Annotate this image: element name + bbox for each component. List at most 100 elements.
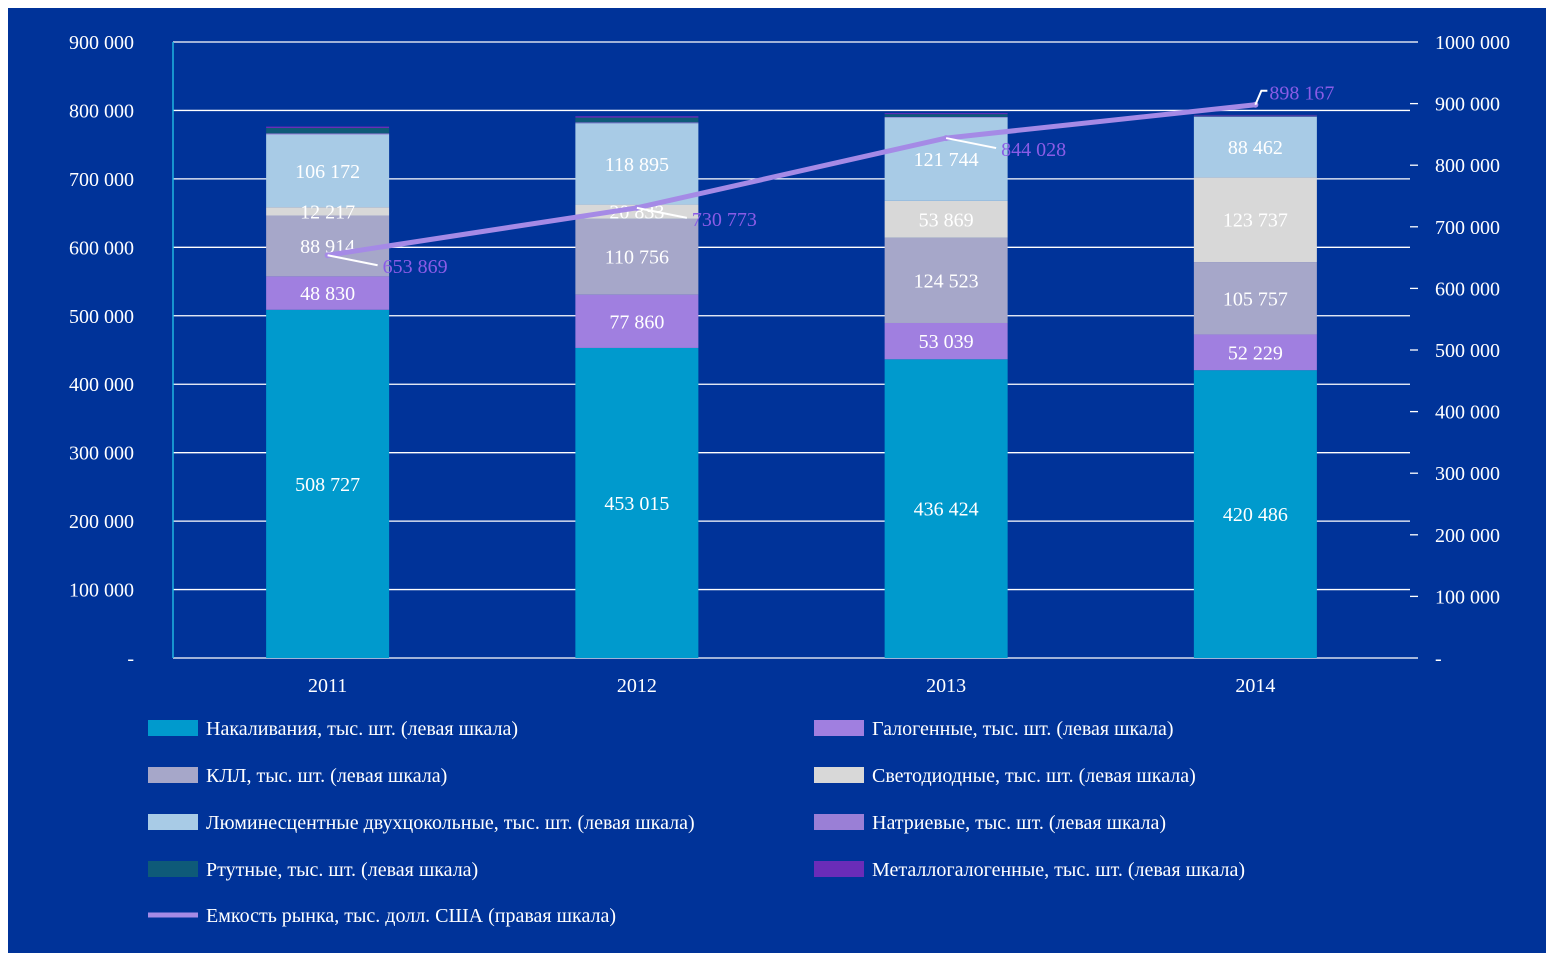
bar-segment	[1193, 114, 1317, 116]
legend-swatch	[814, 720, 864, 736]
left-tick-label: 100 000	[69, 580, 134, 602]
bar-segment	[266, 276, 390, 310]
bar-segment	[575, 117, 699, 123]
bar-segment	[266, 127, 390, 134]
bar-value-label: 124 523	[914, 270, 979, 292]
bar-value-label: 508 727	[295, 474, 360, 496]
line-label-leader	[636, 206, 688, 219]
bar-value-label: 53 869	[919, 209, 974, 231]
left-tick-label: 400 000	[69, 374, 134, 396]
legend-label: Накаливания, тыс. шт. (левая шкала)	[206, 718, 518, 740]
bar-segment	[1193, 334, 1317, 371]
bar-segment	[884, 237, 1008, 323]
chart-svg: - 100 000 200 000 300 000 400 000 500 000 600 …	[69, 32, 1510, 927]
bar-value-label: 88 462	[1228, 137, 1283, 159]
legend-label: Натриевые, тыс. шт. (левая шкала)	[872, 812, 1166, 834]
bar-segment	[266, 133, 390, 135]
left-tick-label: 700 000	[69, 169, 134, 191]
bar-segment	[266, 207, 390, 216]
legend-label: Ртутные, тыс. шт. (левая шкала)	[206, 859, 478, 881]
bar-value-label: 436 424	[914, 499, 979, 521]
left-tick-label: 500 000	[69, 306, 134, 328]
bars	[266, 113, 1317, 658]
legend-swatch	[814, 814, 864, 830]
market-line: 653 869 730 773 844 028 898 167	[324, 83, 1334, 278]
right-tick-label: 300 000	[1435, 463, 1500, 485]
right-tick-label: 400 000	[1435, 402, 1500, 424]
right-tick-label: 700 000	[1435, 217, 1500, 239]
legend: Накаливания, тыс. шт. (левая шкала) Галог…	[148, 718, 1245, 927]
bar-segment	[575, 294, 699, 348]
bar-segment	[575, 122, 699, 124]
legend-label: Люминесцентные двухцокольные, тыс. шт. (…	[206, 812, 695, 834]
bar-value-label: 52 229	[1228, 342, 1283, 364]
bar-segment	[266, 126, 390, 128]
bar-segment	[266, 309, 390, 658]
right-tick-label: 1000 000	[1435, 32, 1510, 54]
bar-value-label: 105 757	[1223, 288, 1288, 310]
legend-label: Галогенные, тыс. шт. (левая шкала)	[872, 718, 1173, 740]
bar-segment	[1193, 177, 1317, 263]
bar-segment	[1193, 116, 1317, 117]
line-value-label: 730 773	[692, 209, 757, 231]
bar-value-label: 123 737	[1223, 210, 1288, 232]
chart-container: - 100 000 200 000 300 000 400 000 500 000 600 …	[8, 8, 1546, 953]
left-tick-label: 900 000	[69, 32, 134, 54]
bar-value-label: 53 039	[919, 331, 974, 353]
bar-value-label: 420 486	[1223, 504, 1288, 526]
x-tick-label: 2013	[926, 675, 966, 697]
bar-segment	[575, 116, 699, 118]
legend-label: КЛЛ, тыс. шт. (левая шкала)	[206, 765, 447, 787]
bar-segment	[884, 359, 1008, 658]
bar-segment	[1193, 262, 1317, 335]
x-tick-label: 2014	[1235, 675, 1275, 697]
bar-segment	[884, 116, 1008, 118]
line-value-label: 653 869	[383, 256, 448, 278]
right-tick-label: 900 000	[1435, 94, 1500, 116]
bar-value-label: 106 172	[295, 161, 360, 183]
bar-segment	[266, 215, 390, 277]
left-tick-label: 800 000	[69, 100, 134, 122]
legend-swatch	[148, 861, 198, 877]
bar-segment	[575, 204, 699, 219]
line-point	[324, 252, 331, 259]
right-tick-label: 500 000	[1435, 340, 1500, 362]
bar-value-label: 12 217	[300, 201, 355, 223]
bar-segment	[884, 113, 1008, 115]
bar-value-label: 77 860	[609, 311, 664, 333]
bar-segment	[575, 123, 699, 205]
legend-label: Металлогалогенные, тыс. шт. (левая шкала…	[872, 859, 1245, 881]
right-tick-label: 600 000	[1435, 278, 1500, 300]
bar-segment	[575, 347, 699, 658]
left-tick-label: -	[127, 648, 134, 670]
legend-swatch	[148, 767, 198, 783]
legend-label: Емкость рынка, тыс. долл. США (правая шк…	[206, 905, 616, 927]
legend-swatch	[814, 767, 864, 783]
bar-segment	[1193, 370, 1317, 658]
bar-value-label: 48 830	[300, 283, 355, 305]
right-tick-label: -	[1435, 648, 1442, 670]
bar-value-label: 118 895	[605, 154, 669, 176]
left-tick-label: 200 000	[69, 511, 134, 533]
legend-swatch	[814, 861, 864, 877]
bar-value-label: 453 015	[604, 493, 669, 515]
right-axis-ticks: - 100 000 200 000 300 000 400 000 500 000 600 …	[1410, 32, 1510, 670]
x-tick-label: 2011	[308, 675, 347, 697]
bar-segment	[266, 134, 390, 208]
x-tick-label: 2012	[617, 675, 657, 697]
left-tick-label: 300 000	[69, 443, 134, 465]
line-label-leader	[1254, 89, 1268, 106]
right-tick-label: 200 000	[1435, 525, 1500, 547]
line-label-leader	[327, 254, 378, 267]
left-tick-label: 600 000	[69, 237, 134, 259]
bar-segment	[884, 114, 1008, 117]
line-label-leader	[945, 137, 997, 150]
left-axis-ticks: - 100 000 200 000 300 000 400 000 500 000 600 …	[69, 32, 134, 670]
bar-value-label: 121 744	[914, 149, 979, 171]
x-axis-labels: 2011 2012 2013 2014	[308, 675, 1275, 697]
legend-swatch	[148, 720, 198, 736]
legend-label: Светодиодные, тыс. шт. (левая шкала)	[872, 765, 1196, 787]
line-value-label: 898 167	[1269, 83, 1334, 105]
bar-segment	[1193, 115, 1317, 117]
